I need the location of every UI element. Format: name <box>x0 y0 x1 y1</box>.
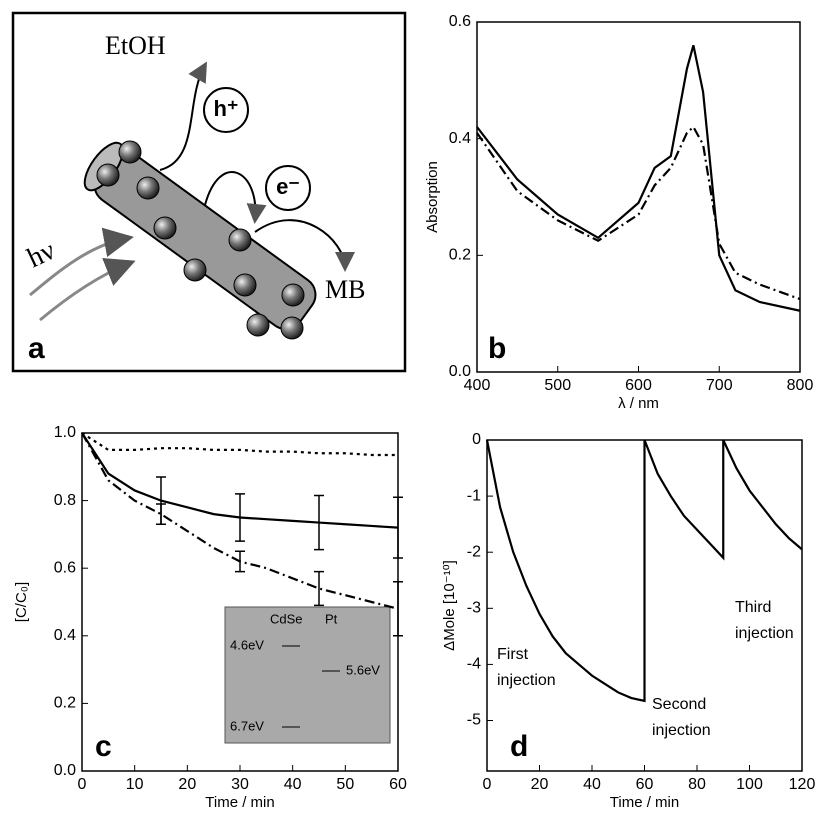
x-tick-label: 400 <box>464 377 491 394</box>
inset-label: 6.7eV <box>230 718 264 733</box>
line <box>485 439 803 703</box>
y-tick-label: -1 <box>467 487 481 504</box>
y-tick-label: -4 <box>467 656 481 673</box>
x-tick-label: 0 <box>483 776 492 793</box>
error-bar <box>314 570 324 607</box>
x-tick-label: 10 <box>126 776 144 793</box>
y-tick-label: 0.2 <box>449 247 471 264</box>
x-tick-label: 20 <box>178 776 196 793</box>
inset-box <box>224 606 391 744</box>
pt-particles <box>96 140 305 340</box>
y-axis-label: Absorption <box>424 161 441 233</box>
annotation: Third <box>735 599 771 616</box>
panel-label: b <box>488 332 506 365</box>
inset-label: CdSe <box>270 611 303 626</box>
x-tick-label: 800 <box>787 377 814 394</box>
y-tick-label: 0.2 <box>54 695 76 712</box>
inset: CdSe Pt 4.6eV 5.6eV 6.7eV <box>224 606 391 744</box>
label: EtOH <box>105 31 166 60</box>
annotation: First <box>497 646 529 663</box>
x-tick-label: 20 <box>531 776 549 793</box>
x-tick-label: 40 <box>284 776 302 793</box>
annotation: injection <box>735 625 794 642</box>
line <box>476 45 801 312</box>
x-tick-label: 0 <box>78 776 87 793</box>
label: e⁻ <box>276 174 300 199</box>
label: MB <box>325 275 365 304</box>
y-tick-label: 0.0 <box>54 762 76 779</box>
y-tick-label: 0.6 <box>54 559 76 576</box>
error-bar <box>235 493 245 542</box>
y-tick-label: 0.6 <box>449 13 471 30</box>
y-tick-label: 0 <box>472 431 481 448</box>
line <box>81 432 398 457</box>
x-tick-label: 500 <box>544 377 571 394</box>
x-tick-label: 100 <box>736 776 763 793</box>
electron-circle <box>265 165 311 211</box>
inset-label: 5.6eV <box>346 662 380 677</box>
inset-label: 4.6eV <box>230 637 264 652</box>
y-tick-label: -3 <box>467 600 481 617</box>
panel-label: d <box>510 730 528 763</box>
y-tick-label: 0.4 <box>54 627 76 644</box>
x-axis-label: Time / min <box>610 794 679 811</box>
panel-label: a <box>28 332 45 365</box>
inset-label: Pt <box>325 611 338 626</box>
error-bar <box>393 580 403 637</box>
annotation: injection <box>652 722 711 739</box>
line <box>476 125 801 301</box>
energy-levels <box>282 645 340 728</box>
annotation: injection <box>497 672 556 689</box>
y-axis-label: ΔMole [10⁻¹⁰] <box>441 560 458 651</box>
y-axis-label: [C/C₀] <box>13 582 30 622</box>
x-tick-label: 60 <box>389 776 407 793</box>
annotation: Second <box>652 696 706 713</box>
x-axis-label: Time / min <box>205 794 274 811</box>
error-bar <box>393 496 403 559</box>
error-bar <box>314 494 324 551</box>
y-tick-label: -5 <box>467 712 481 729</box>
y-tick-label: 1.0 <box>54 424 76 441</box>
x-tick-label: 80 <box>688 776 706 793</box>
y-tick-label: 0.0 <box>449 363 471 380</box>
hole-circle <box>203 87 249 133</box>
arrows <box>29 61 355 322</box>
x-tick-label: 30 <box>231 776 249 793</box>
error-bar <box>235 550 245 573</box>
diagram-panel: EtOH h⁺ e⁻ hν MB a <box>11 11 407 373</box>
y-tick-label: -2 <box>467 543 481 560</box>
x-tick-label: 120 <box>789 776 816 793</box>
x-tick-label: 600 <box>625 377 652 394</box>
x-tick-label: 60 <box>636 776 654 793</box>
x-tick-label: 700 <box>706 377 733 394</box>
y-tick-label: 0.8 <box>54 492 76 509</box>
panel-label: c <box>95 730 112 763</box>
error-bar <box>156 503 166 526</box>
x-tick-label: 50 <box>336 776 354 793</box>
label: h⁺ <box>213 96 238 121</box>
y-tick-label: 0.4 <box>449 130 471 147</box>
x-tick-label: 40 <box>583 776 601 793</box>
x-axis-label: λ / nm <box>618 395 659 412</box>
